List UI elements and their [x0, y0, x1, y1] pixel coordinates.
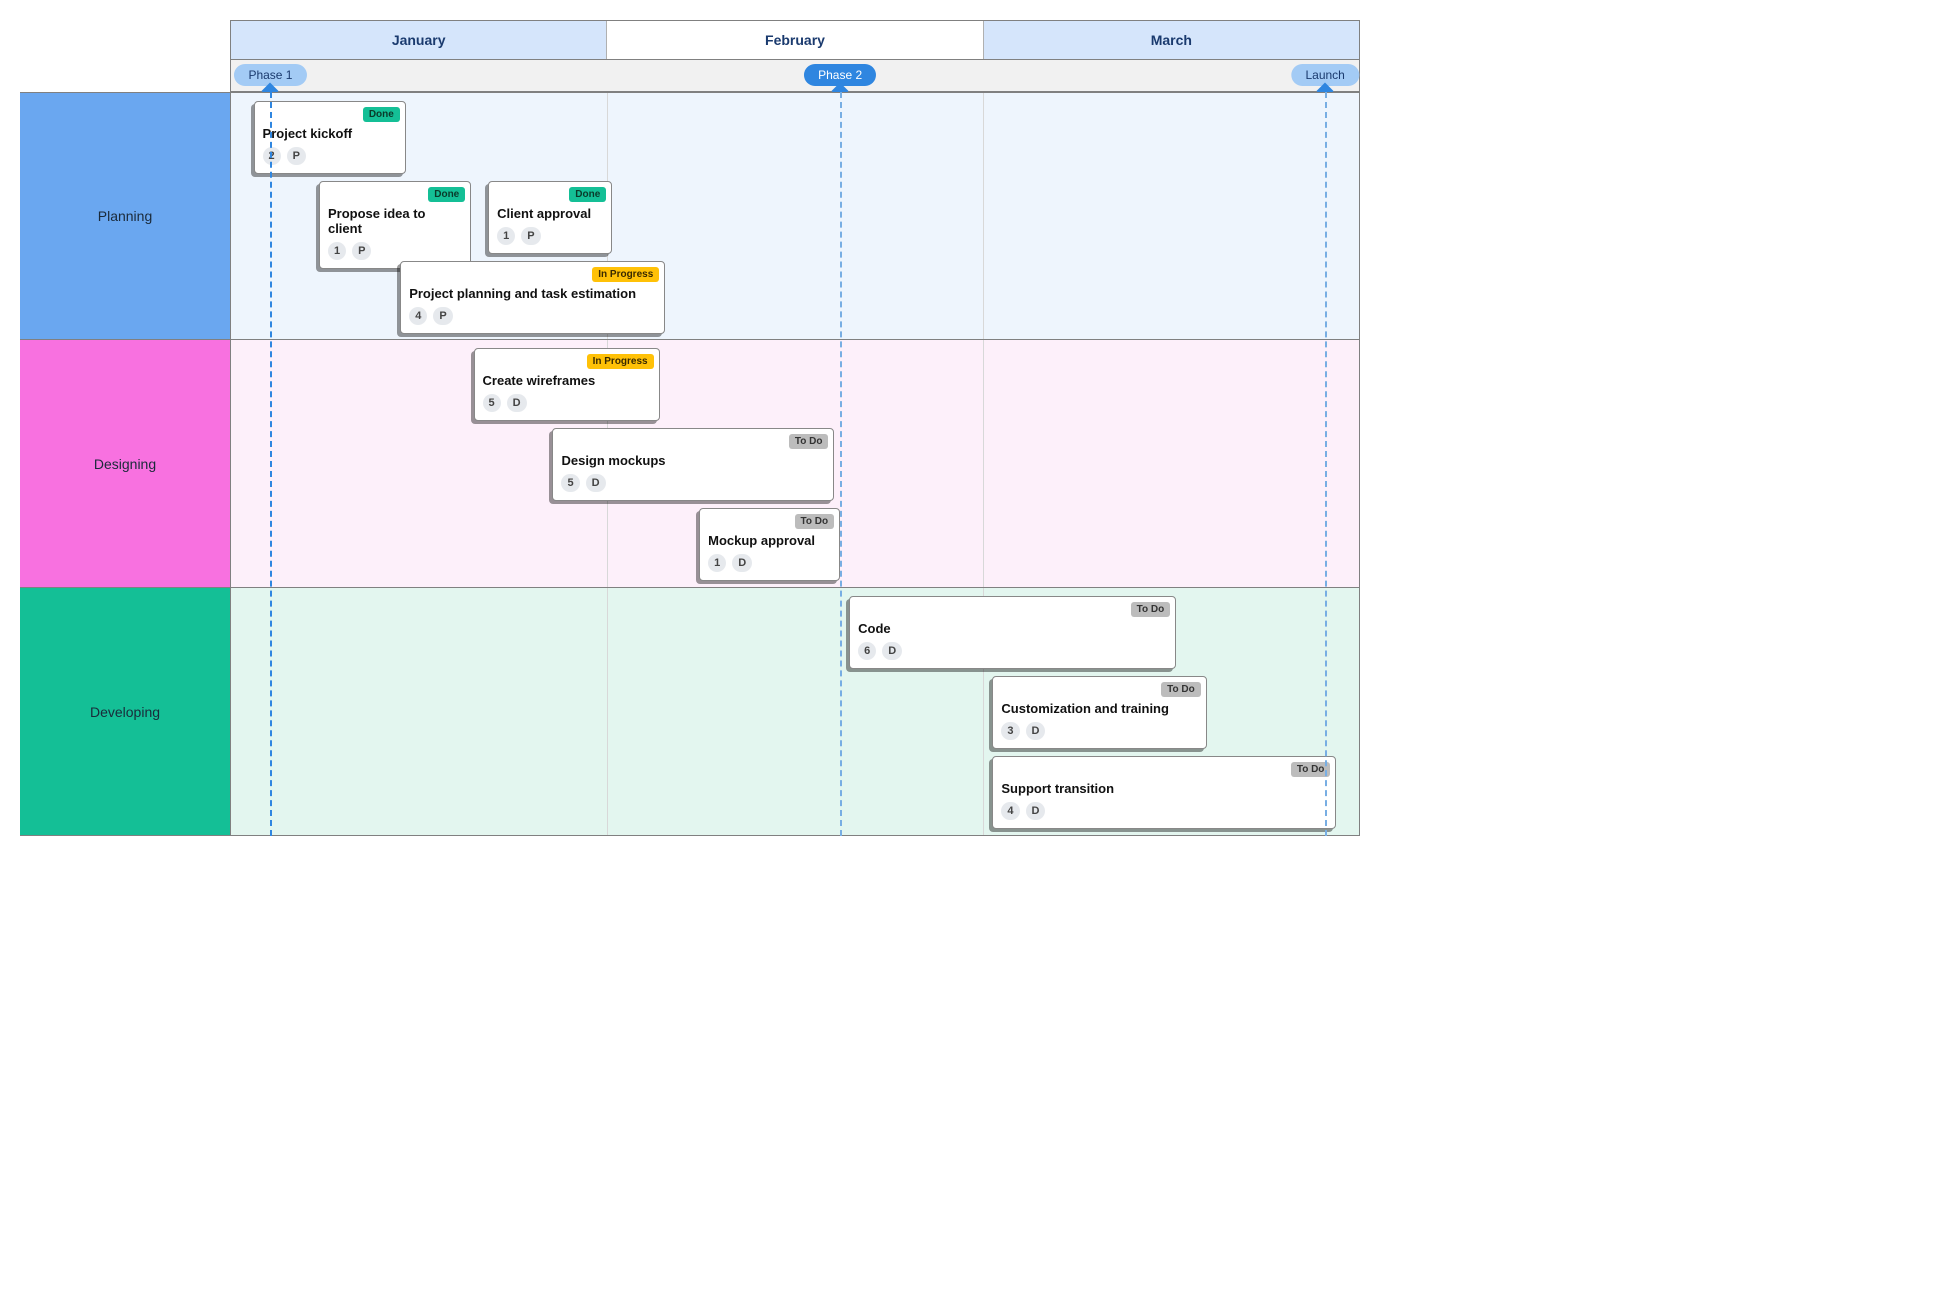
task-title: Design mockups [561, 453, 825, 468]
timeline-header: JanuaryFebruaryMarch [20, 20, 1360, 60]
task-title: Project planning and task estimation [409, 286, 656, 301]
task-status-badge: Done [569, 187, 606, 202]
task-count-badge: 1 [497, 227, 515, 245]
month-gridline [983, 93, 984, 339]
task-status-badge: To Do [789, 434, 829, 449]
task-count-badge: 3 [1001, 722, 1019, 740]
task-badges: 6D [858, 642, 1167, 660]
task-count-badge: 6 [858, 642, 876, 660]
task-card[interactable]: To Do Mockup approval 1D [699, 508, 840, 581]
task-count-badge: 4 [409, 307, 427, 325]
task-status-badge: Done [363, 107, 400, 122]
task-tag-badge: P [287, 147, 306, 165]
task-tag-badge: D [1026, 802, 1046, 820]
milestone-line [840, 92, 842, 836]
task-title: Create wireframes [483, 373, 651, 388]
task-title: Code [858, 621, 1167, 636]
task-badges: 1P [328, 242, 462, 260]
task-badges: 1D [708, 554, 831, 572]
task-status-badge: To Do [1131, 602, 1171, 617]
task-tag-badge: D [882, 642, 902, 660]
task-title: Project kickoff [263, 126, 397, 141]
task-title: Mockup approval [708, 533, 831, 548]
task-badges: 4D [1001, 802, 1327, 820]
header-spacer [20, 20, 230, 60]
lane-label-column: PlanningDesigningDeveloping [20, 92, 230, 836]
milestone-row: Phase 1Phase 2Launch [20, 60, 1360, 92]
gantt-chart: JanuaryFebruaryMarch Phase 1Phase 2Launc… [20, 20, 1360, 836]
task-badges: 2P [263, 147, 397, 165]
task-title: Customization and training [1001, 701, 1197, 716]
month-columns: JanuaryFebruaryMarch [230, 20, 1360, 60]
task-badges: 5D [561, 474, 825, 492]
task-badges: 1P [497, 227, 603, 245]
task-status-badge: In Progress [587, 354, 654, 369]
task-badges: 5D [483, 394, 651, 412]
task-tag-badge: P [521, 227, 540, 245]
task-tag-badge: D [732, 554, 752, 572]
task-card[interactable]: To Do Design mockups 5D [552, 428, 834, 501]
task-card[interactable]: To DoSupport transition4D [992, 756, 1336, 829]
lane-label: Developing [20, 588, 230, 836]
task-count-badge: 1 [708, 554, 726, 572]
lane-label: Planning [20, 92, 230, 340]
milestone-line [270, 92, 272, 836]
task-card[interactable]: To Do Customization and training 3D [992, 676, 1206, 749]
task-count-badge: 1 [328, 242, 346, 260]
task-card[interactable]: Done Project kickoff 2P [254, 101, 406, 174]
milestone-spacer [20, 60, 230, 92]
lane-body: In ProgressCreate wireframes5DTo DoDesig… [231, 340, 1359, 588]
task-card[interactable]: Done Client approval 1P [488, 181, 612, 254]
task-count-badge: 5 [561, 474, 579, 492]
task-title: Propose idea to client [328, 206, 462, 236]
task-badges: 4P [409, 307, 656, 325]
task-status-badge: Done [428, 187, 465, 202]
task-count-badge: 4 [1001, 802, 1019, 820]
task-badges: 3D [1001, 722, 1197, 740]
task-card[interactable]: Done Propose idea to client 1P [319, 181, 471, 269]
task-status-badge: In Progress [592, 267, 659, 282]
lane-body-column: Done Project kickoff 2P Done Propose idea to… [230, 92, 1360, 836]
task-card[interactable]: In Progress Project planning and task est… [400, 261, 665, 334]
task-tag-badge: D [1026, 722, 1046, 740]
task-tag-badge: D [586, 474, 606, 492]
task-card[interactable]: In Progress Create wireframes 5D [474, 348, 660, 421]
month-header: January [231, 21, 607, 59]
swimlanes: PlanningDesigningDeveloping Done Project … [20, 92, 1360, 836]
task-count-badge: 5 [483, 394, 501, 412]
task-title: Client approval [497, 206, 603, 221]
month-gridline [983, 340, 984, 587]
month-header: March [984, 21, 1359, 59]
task-status-badge: To Do [795, 514, 835, 529]
task-title: Support transition [1001, 781, 1327, 796]
lane-label: Designing [20, 340, 230, 588]
milestone-track: Phase 1Phase 2Launch [230, 60, 1360, 92]
lane-body: Done Project kickoff 2P Done Propose idea to… [231, 92, 1359, 340]
milestone-line [1325, 92, 1327, 836]
lane-body: To DoCode6DTo DoCustomization and traini… [231, 588, 1359, 836]
task-status-badge: To Do [1161, 682, 1201, 697]
task-card[interactable]: To Do Code 6D [849, 596, 1176, 669]
task-tag-badge: D [507, 394, 527, 412]
task-tag-badge: P [352, 242, 371, 260]
task-tag-badge: P [433, 307, 452, 325]
month-header: February [607, 21, 983, 59]
month-gridline [607, 588, 608, 835]
